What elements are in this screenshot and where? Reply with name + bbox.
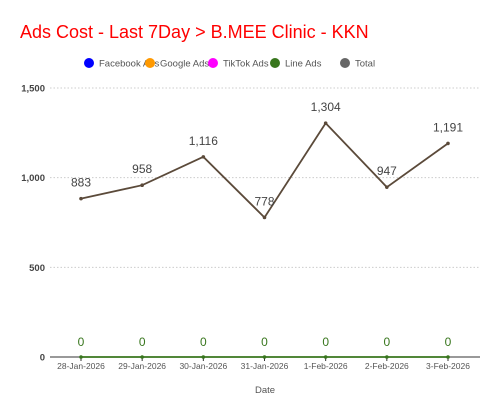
x-tick-label: 28-Jan-2026 (57, 361, 105, 371)
y-tick-label: 1,000 (21, 173, 45, 184)
y-tick-label: 1,500 (21, 84, 45, 95)
legend-label: Line Ads (285, 59, 322, 70)
legend-label: Google Ads (160, 59, 209, 70)
data-label-line-ads: 0 (139, 335, 146, 349)
legend-item-total[interactable]: Total (340, 58, 375, 70)
data-point-line-ads (140, 355, 144, 359)
legend-marker (84, 58, 94, 68)
data-point-line-ads (446, 355, 450, 359)
data-label-total: 883 (71, 176, 91, 190)
data-label-line-ads: 0 (200, 335, 207, 349)
data-label-total: 1,304 (311, 100, 341, 114)
data-point-line-ads (201, 355, 206, 359)
data-label-line-ads: 0 (445, 335, 452, 349)
data-label-line-ads: 0 (383, 335, 390, 349)
x-tick-label: 3-Feb-2026 (426, 361, 470, 371)
series-lines (79, 121, 450, 359)
legend-label: Total (355, 59, 375, 70)
legend-marker (208, 58, 218, 68)
data-labels: 0 0 0 0 0 0 0 883 958 1,116 778 1,304 947 1,191 (71, 100, 463, 349)
data-point-total (140, 183, 144, 187)
x-tick-label: 30-Jan-2026 (179, 361, 227, 371)
y-tick-label: 0 (40, 353, 45, 364)
legend-label: TikTok Ads (223, 59, 269, 70)
data-label-line-ads: 0 (261, 335, 268, 349)
data-point-line-ads (323, 355, 328, 359)
legend-item-google-ads[interactable]: Google Ads (145, 58, 209, 70)
data-label-total: 1,191 (433, 120, 463, 134)
legend: Facebook Ads Google Ads TikTok Ads Line Ads… (84, 58, 375, 70)
legend-item-line-ads[interactable]: Line Ads (270, 58, 322, 70)
data-label-line-ads: 0 (78, 335, 85, 349)
data-point-total (323, 121, 328, 125)
data-point-total (446, 141, 450, 146)
legend-item-tiktok-ads[interactable]: TikTok Ads (208, 58, 269, 70)
chart-title: Ads Cost - Last 7Day > B.MEE Clinic - KK… (20, 22, 369, 42)
data-label-total: 1,116 (189, 134, 218, 148)
y-axis-ticks: 0 500 1,000 1,500 (21, 84, 45, 364)
data-point-line-ads (385, 355, 389, 359)
legend-label: Facebook Ads (99, 59, 159, 70)
data-label-total: 958 (132, 162, 152, 176)
data-label-line-ads: 0 (322, 335, 329, 349)
legend-marker (270, 58, 280, 68)
x-tick-label: 31-Jan-2026 (241, 361, 289, 371)
x-axis-ticks: 28-Jan-2026 29-Jan-2026 30-Jan-2026 31-Jan-… (57, 357, 470, 371)
legend-marker (340, 58, 350, 68)
data-point-line-ads (79, 355, 83, 359)
data-point-total (385, 185, 389, 189)
data-point-total (201, 155, 206, 159)
data-label-total: 947 (377, 164, 397, 178)
data-point-total (79, 196, 83, 201)
legend-item-facebook-ads[interactable]: Facebook Ads (84, 58, 159, 70)
y-tick-label: 500 (29, 263, 45, 274)
x-tick-label: 29-Jan-2026 (118, 361, 166, 371)
data-label-total: 778 (254, 194, 274, 208)
gridlines (50, 87, 480, 358)
data-point-line-ads (262, 355, 267, 359)
legend-marker (145, 58, 155, 68)
x-axis-title: Date (255, 385, 275, 396)
x-tick-label: 1-Feb-2026 (304, 361, 348, 371)
data-point-total (262, 215, 267, 220)
x-tick-label: 2-Feb-2026 (365, 361, 409, 371)
